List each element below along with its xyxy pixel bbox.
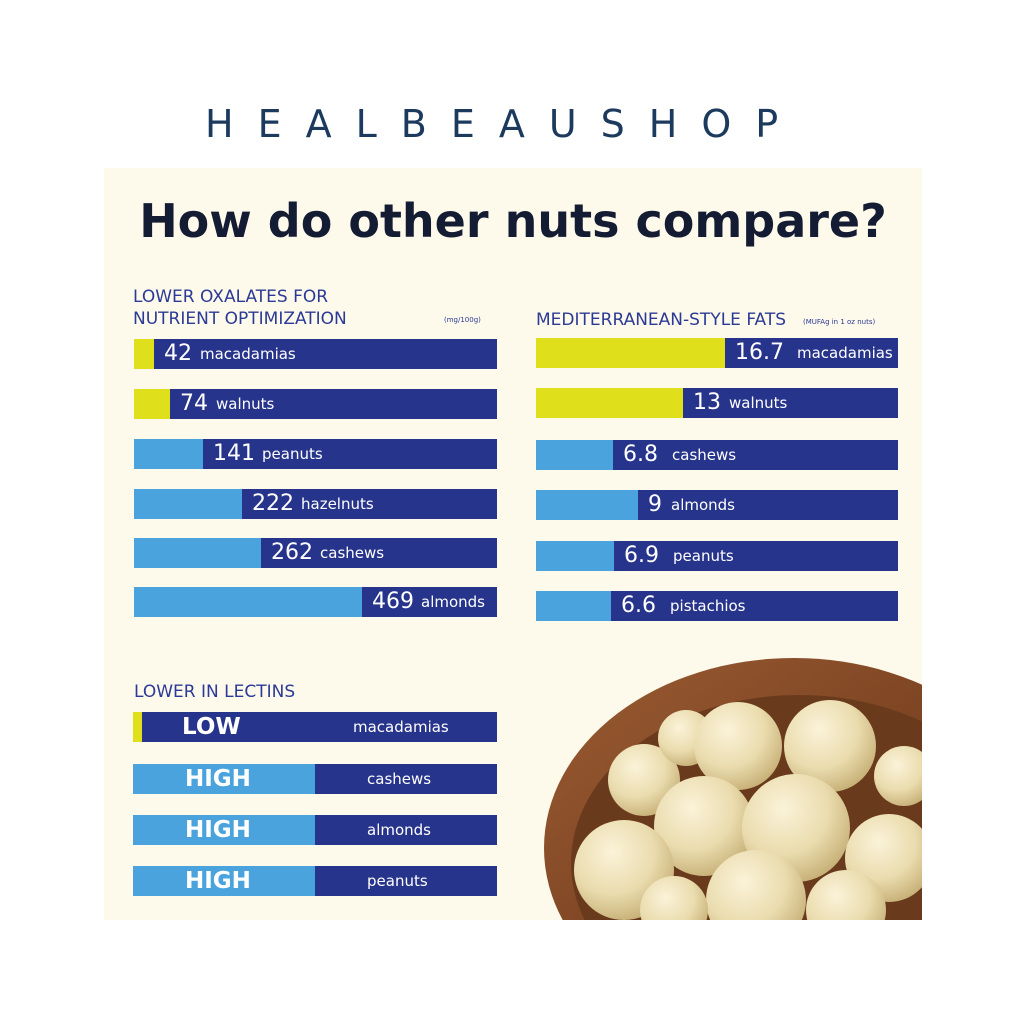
lectins-title: LOWER IN LECTINS — [134, 682, 296, 702]
category-label-pistachios: pistachios — [670, 597, 746, 615]
category-label-almonds: almonds — [421, 593, 485, 611]
category-label-peanuts: peanuts — [367, 872, 428, 890]
oxalates-unit: (mg/100g) — [444, 316, 481, 324]
category-label-walnuts: walnuts — [729, 394, 788, 412]
bar-fill-macadamias — [536, 338, 725, 368]
bar-fill-walnuts — [536, 388, 683, 418]
bar-fats-walnuts: 13 walnuts — [536, 388, 898, 418]
oxalates-title: LOWER OXALATES FOR NUTRIENT OPTIMIZATION — [133, 287, 347, 329]
bar-fats-almonds: 9 almonds — [536, 490, 898, 520]
bar-oxalates-cashews: 262 cashews — [134, 538, 497, 568]
bar-fats-peanuts: 6.9 peanuts — [536, 541, 898, 571]
category-label-macadamias: macadamias — [200, 345, 296, 363]
fats-title: MEDITERRANEAN-STYLE FATS — [536, 310, 787, 330]
bar-fats-cashews: 6.8 cashews — [536, 440, 898, 470]
level-label-macadamias: LOW — [182, 714, 241, 740]
bar-oxalates-peanuts: 141 peanuts — [134, 439, 497, 469]
category-label-peanuts: peanuts — [673, 547, 734, 565]
value-label-almonds: 469 — [372, 589, 414, 614]
value-label-macadamias: 16.7 — [735, 340, 784, 365]
value-label-cashews: 6.8 — [623, 442, 658, 467]
bar-fill-peanuts — [536, 541, 614, 571]
bar-fill-almonds — [133, 815, 315, 845]
value-label-walnuts: 13 — [693, 390, 721, 415]
value-label-peanuts: 141 — [213, 441, 255, 466]
bar-fill-walnuts — [134, 389, 170, 419]
infographic-panel: How do other nuts compare? LOWER OXALATE… — [104, 168, 922, 920]
category-label-walnuts: walnuts — [216, 395, 275, 413]
macadamia-bowl-image — [544, 658, 922, 920]
category-label-macadamias: macadamias — [797, 344, 893, 362]
category-label-cashews: cashews — [320, 544, 385, 562]
bar-lectins-peanuts: HIGH peanuts — [133, 866, 497, 896]
level-label-peanuts: HIGH — [185, 868, 251, 894]
category-label-peanuts: peanuts — [262, 445, 323, 463]
bar-fill-cashews — [536, 440, 613, 470]
bar-fats-pistachios: 6.6 pistachios — [536, 591, 898, 621]
bar-lectins-almonds: HIGH almonds — [133, 815, 497, 845]
bar-oxalates-walnuts: 74 walnuts — [134, 389, 497, 419]
bar-oxalates-almonds: 469 almonds — [134, 587, 497, 617]
bar-fill-almonds — [536, 490, 638, 520]
value-label-hazelnuts: 222 — [252, 491, 294, 516]
bar-fill-cashews — [134, 538, 261, 568]
bar-fill-hazelnuts — [134, 489, 242, 519]
bar-oxalates-macadamias: 42 macadamias — [134, 339, 497, 369]
bar-fill-almonds — [134, 587, 362, 617]
category-label-cashews: cashews — [672, 446, 737, 464]
bar-fats-macadamias: 16.7 macadamias — [536, 338, 898, 368]
bar-fill-peanuts — [134, 439, 203, 469]
level-label-almonds: HIGH — [185, 817, 251, 843]
value-label-almonds: 9 — [648, 492, 662, 517]
bar-oxalates-hazelnuts: 222 hazelnuts — [134, 489, 497, 519]
category-label-almonds: almonds — [367, 821, 431, 839]
brand-name: HEALBEAUSHOP — [205, 102, 803, 146]
level-label-cashews: HIGH — [185, 766, 251, 792]
category-label-macadamias: macadamias — [353, 718, 449, 736]
bar-fill-cashews — [133, 764, 315, 794]
value-label-peanuts: 6.9 — [624, 543, 659, 568]
category-label-cashews: cashews — [367, 770, 432, 788]
value-label-cashews: 262 — [271, 540, 313, 565]
bar-lectins-cashews: HIGH cashews — [133, 764, 497, 794]
value-label-macadamias: 42 — [164, 341, 192, 366]
bar-fill-macadamias — [134, 339, 154, 369]
category-label-almonds: almonds — [671, 496, 735, 514]
bar-fill-macadamias — [133, 712, 142, 742]
fats-unit: (MUFAg in 1 oz nuts) — [803, 318, 876, 326]
category-label-hazelnuts: hazelnuts — [301, 495, 374, 513]
bar-fill-peanuts — [133, 866, 315, 896]
value-label-pistachios: 6.6 — [621, 593, 656, 618]
bar-lectins-macadamias: LOW macadamias — [133, 712, 497, 742]
value-label-walnuts: 74 — [180, 391, 208, 416]
bar-fill-pistachios — [536, 591, 611, 621]
page-title: How do other nuts compare? — [139, 194, 887, 248]
